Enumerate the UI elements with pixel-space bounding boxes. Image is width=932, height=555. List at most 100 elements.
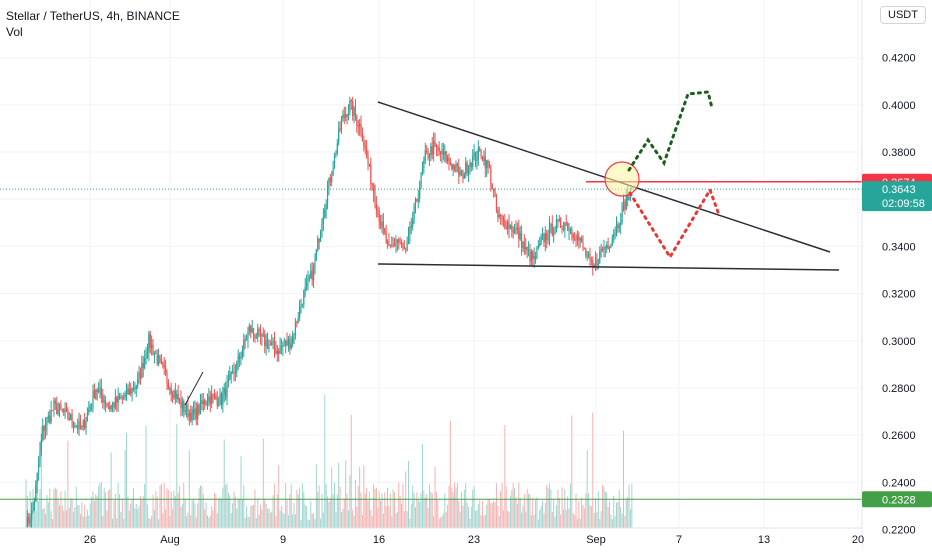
candle-body — [33, 501, 35, 511]
candle-body — [381, 221, 383, 227]
candle-body — [86, 412, 89, 421]
volume-bar — [603, 486, 605, 528]
volume-bar — [285, 483, 287, 528]
volume-bar — [177, 492, 179, 528]
volume-bar — [59, 505, 61, 528]
volume-bar — [123, 519, 125, 528]
volume-bar — [592, 412, 594, 528]
candle-body — [377, 210, 379, 212]
volume-bar — [420, 492, 422, 528]
volume-bar — [452, 492, 454, 528]
candle-body — [173, 390, 175, 398]
candle-body — [64, 408, 66, 413]
volume-bar — [151, 515, 153, 528]
candle-body — [331, 175, 333, 182]
volume-bar — [380, 500, 382, 528]
volume-bar — [211, 506, 213, 528]
candle-body — [627, 195, 629, 201]
candle-body — [335, 153, 337, 155]
candle-body — [303, 290, 305, 305]
candle-body — [113, 403, 115, 408]
candle-body — [537, 245, 539, 249]
candle-body — [507, 222, 509, 230]
volume-bar — [629, 509, 631, 528]
volume-bar — [575, 493, 577, 528]
volume-bar — [375, 487, 377, 528]
volume-bar — [293, 503, 295, 528]
volume-bar — [529, 494, 531, 528]
candle-body — [104, 400, 107, 405]
candle-body — [125, 388, 128, 394]
candle-body — [336, 143, 338, 154]
volume-bar — [568, 508, 570, 528]
candle-body — [427, 151, 429, 158]
volume-bar — [109, 489, 111, 528]
candle-body — [296, 321, 298, 323]
volume-bar — [71, 498, 73, 528]
volume-bar — [208, 517, 210, 528]
volume-bar — [391, 516, 393, 528]
volume-bar — [301, 483, 303, 528]
volume-bar — [311, 514, 313, 528]
candle-body — [363, 141, 365, 146]
candle-body — [578, 235, 580, 241]
currency-selector[interactable]: USDT — [880, 6, 926, 24]
candle-body — [502, 217, 505, 220]
volume-bar — [102, 516, 104, 528]
small-trendline — [184, 371, 204, 406]
volume-bar — [287, 515, 289, 528]
volume-bar — [431, 493, 433, 528]
volume-bar — [195, 517, 197, 528]
volume-bar — [384, 492, 386, 528]
volume-bar — [488, 498, 490, 528]
candle-body — [606, 244, 608, 248]
candle-body — [111, 403, 114, 406]
volume-bar — [394, 492, 396, 528]
volume-bar — [455, 487, 457, 528]
candle-body — [523, 242, 525, 250]
volume-bar — [613, 495, 615, 528]
volume-bar — [409, 518, 411, 528]
volume-bar — [124, 449, 126, 528]
candle-body — [106, 404, 108, 406]
candle-body — [70, 414, 72, 420]
candle-body — [568, 229, 570, 231]
candle-body — [290, 343, 292, 349]
candle-body — [131, 387, 133, 394]
volume-bar — [127, 496, 129, 528]
candle-body — [219, 393, 221, 405]
volume-bar — [569, 483, 571, 528]
candle-body — [597, 263, 599, 266]
volume-bar — [468, 506, 470, 528]
volume-bar — [204, 509, 206, 528]
candle-body — [536, 248, 538, 259]
candle-body — [324, 210, 326, 217]
candle-body — [599, 251, 601, 264]
volume-bar — [106, 510, 108, 528]
candle-body — [526, 246, 528, 251]
volume-bar — [473, 486, 475, 528]
candle-body — [392, 244, 394, 246]
volume-bar — [223, 439, 225, 528]
candle-body — [37, 464, 40, 473]
candle-body — [96, 389, 98, 393]
volume-bar — [33, 502, 35, 528]
candle-body — [614, 233, 616, 235]
candle-body — [444, 151, 446, 155]
time-tick-label: 13 — [758, 534, 770, 546]
candle-body — [479, 148, 481, 151]
volume-bar — [183, 482, 185, 528]
volume-bar — [430, 491, 432, 528]
candle-body — [275, 348, 277, 354]
candle-body — [49, 415, 51, 422]
candle-body — [477, 148, 479, 160]
volume-bar — [611, 519, 613, 528]
volume-bar — [421, 444, 423, 528]
volume-bar — [366, 487, 368, 528]
volume-bar — [475, 511, 477, 528]
volume-bar — [294, 514, 296, 528]
volume-bar — [555, 505, 557, 528]
candle-body — [148, 333, 150, 353]
